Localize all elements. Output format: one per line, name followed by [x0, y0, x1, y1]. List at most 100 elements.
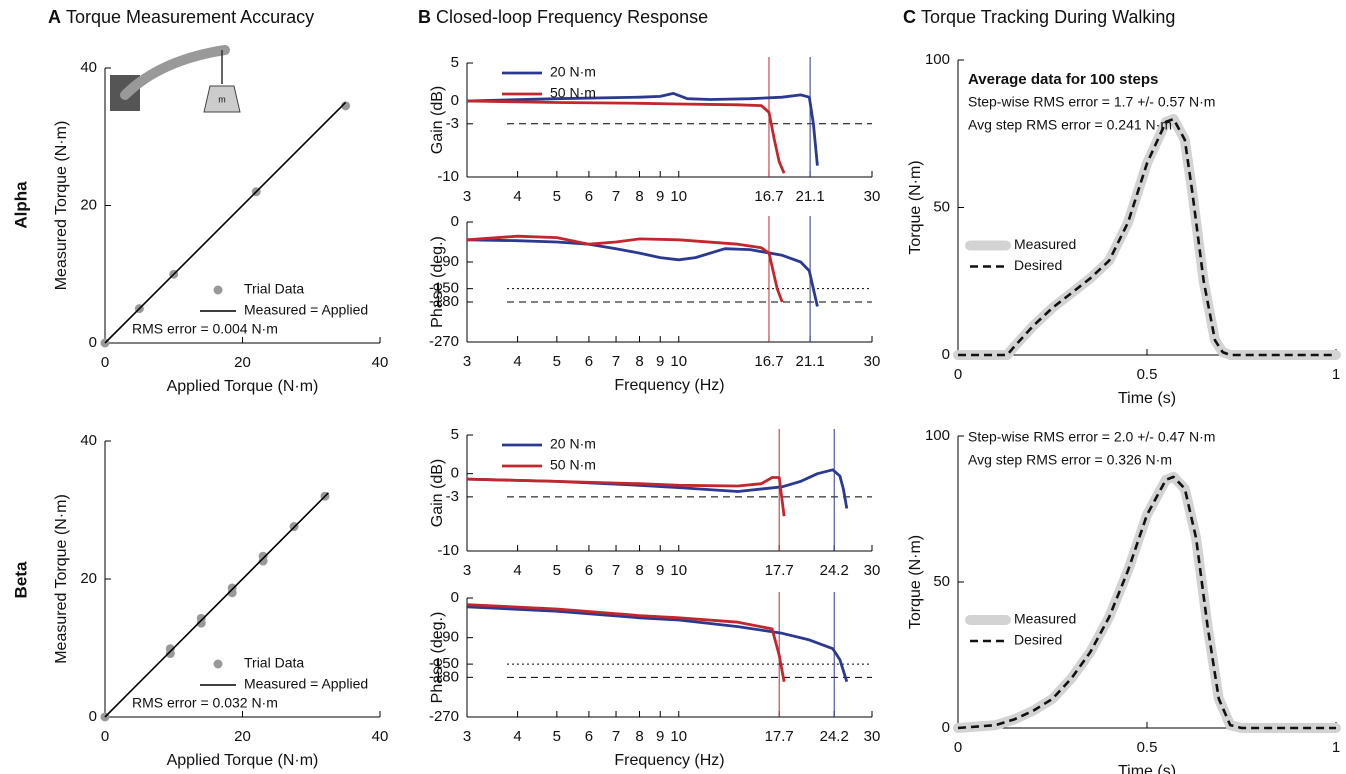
- x-tick-label: 8: [635, 562, 643, 579]
- x-tick-label: 1: [1332, 366, 1340, 383]
- x-tick-label: 20: [234, 728, 251, 745]
- legend-label: 20 N·m: [550, 436, 596, 452]
- y-axis-label: Gain (dB): [429, 459, 446, 527]
- data-point: [196, 613, 206, 623]
- annotation: Avg step RMS error = 0.326 N·m: [968, 452, 1172, 468]
- y-axis-label: Phase (deg.): [429, 236, 446, 328]
- x-tick-label: 0.5: [1137, 739, 1158, 756]
- series-line: [957, 475, 1336, 730]
- x-tick-label: 16.7: [754, 353, 783, 370]
- x-tick-label: 4: [513, 353, 521, 370]
- y-tick-label: -10: [437, 542, 459, 559]
- series-line: [953, 471, 1341, 733]
- y-axis-label: Gain (dB): [429, 86, 446, 154]
- data-point: [227, 583, 237, 593]
- series-line: [466, 99, 786, 174]
- x-tick-label: 40: [372, 728, 389, 745]
- y-tick-label: -150: [429, 655, 459, 672]
- x-tick-label: 16.7: [754, 188, 783, 205]
- y-tick-label: 0: [89, 708, 97, 725]
- y-tick-label: 0: [451, 465, 459, 482]
- y-tick-label: 0: [451, 213, 459, 230]
- x-tick-label: 3: [463, 188, 471, 205]
- y-tick-label: 0: [89, 334, 97, 351]
- x-tick-label: 0: [954, 739, 962, 756]
- series-line: [958, 117, 1336, 357]
- y-tick-label: -270: [429, 708, 459, 725]
- x-tick-label: 5: [553, 728, 561, 745]
- y-tick-label: -3: [446, 488, 459, 505]
- y-tick-label: 0: [942, 346, 950, 363]
- series-line: [466, 238, 819, 307]
- x-tick-label: 7: [612, 353, 620, 370]
- x-tick-label: 30: [864, 353, 881, 370]
- legend-label: Measured: [1014, 236, 1076, 252]
- x-axis-label: Time (s): [1118, 763, 1176, 774]
- data-point: [165, 644, 175, 654]
- load-icon: m: [110, 45, 241, 113]
- x-tick-label: 8: [635, 728, 643, 745]
- y-tick-label: -3: [446, 115, 459, 132]
- x-tick-label: 5: [553, 353, 561, 370]
- x-tick-label: 30: [864, 728, 881, 745]
- legend-label: 20 N·m: [550, 64, 596, 80]
- series-line: [466, 234, 784, 303]
- x-tick-label: 0: [954, 366, 962, 383]
- legend-label: Desired: [1014, 257, 1062, 273]
- y-tick-label: 50: [933, 573, 950, 590]
- icon-weight: [203, 85, 241, 113]
- y-tick-label: 100: [925, 427, 950, 444]
- series-line: [466, 603, 786, 682]
- x-tick-label: 21.1: [795, 188, 824, 205]
- panel-title: Torque Measurement Accuracy: [66, 7, 314, 27]
- x-tick-label: 10: [670, 188, 687, 205]
- series-line: [104, 101, 347, 344]
- y-tick-label: -10: [437, 168, 459, 185]
- x-tick-label: 1: [1332, 739, 1340, 756]
- x-tick-label: 30: [864, 562, 881, 579]
- legend-marker: [213, 285, 223, 295]
- legend-label: Measured = Applied: [244, 302, 368, 318]
- y-tick-label: 50: [933, 198, 950, 215]
- y-tick-label: 20: [80, 570, 97, 587]
- y-tick-label: 5: [451, 54, 459, 71]
- x-tick-label: 17.7: [765, 728, 794, 745]
- legend-label: Trial Data: [244, 281, 304, 297]
- x-tick-label: 6: [585, 562, 593, 579]
- x-tick-label: 24.2: [820, 562, 849, 579]
- series-line: [466, 92, 819, 166]
- legend-label: Measured = Applied: [244, 676, 368, 692]
- y-tick-label: 20: [80, 196, 97, 213]
- y-tick-label: 40: [80, 59, 97, 76]
- x-tick-label: 7: [612, 728, 620, 745]
- x-tick-label: 6: [585, 188, 593, 205]
- annotation: Step-wise RMS error = 2.0 +/- 0.47 N·m: [968, 429, 1215, 445]
- x-tick-label: 5: [553, 562, 561, 579]
- series-line: [466, 476, 786, 517]
- y-axis-label: Measured Torque (N·m): [53, 494, 70, 664]
- x-tick-label: 10: [670, 562, 687, 579]
- legend-label: Trial Data: [244, 655, 304, 671]
- y-tick-label: 0: [942, 719, 950, 736]
- x-axis-label: Time (s): [1118, 390, 1176, 407]
- legend-label: Desired: [1014, 632, 1062, 648]
- y-tick-label: -90: [437, 629, 459, 646]
- y-tick-label: -90: [437, 253, 459, 270]
- x-tick-label: 0: [101, 728, 109, 745]
- x-tick-label: 10: [670, 728, 687, 745]
- x-tick-label: 9: [656, 188, 664, 205]
- data-point: [258, 551, 268, 561]
- x-tick-label: 9: [656, 728, 664, 745]
- annotation: Step-wise RMS error = 1.7 +/- 0.57 N·m: [968, 94, 1215, 110]
- icon-label: m: [218, 94, 226, 104]
- y-tick-label: -180: [429, 293, 459, 310]
- x-tick-label: 3: [463, 728, 471, 745]
- panel-title: Torque Tracking During Walking: [921, 7, 1175, 27]
- x-tick-label: 4: [513, 188, 521, 205]
- y-tick-label: 100: [925, 51, 950, 68]
- annotation: RMS error = 0.032 N·m: [132, 695, 278, 711]
- x-tick-label: 4: [513, 562, 521, 579]
- panel-title: Closed-loop Frequency Response: [436, 7, 708, 27]
- x-tick-label: 30: [864, 188, 881, 205]
- y-tick-label: -150: [429, 280, 459, 297]
